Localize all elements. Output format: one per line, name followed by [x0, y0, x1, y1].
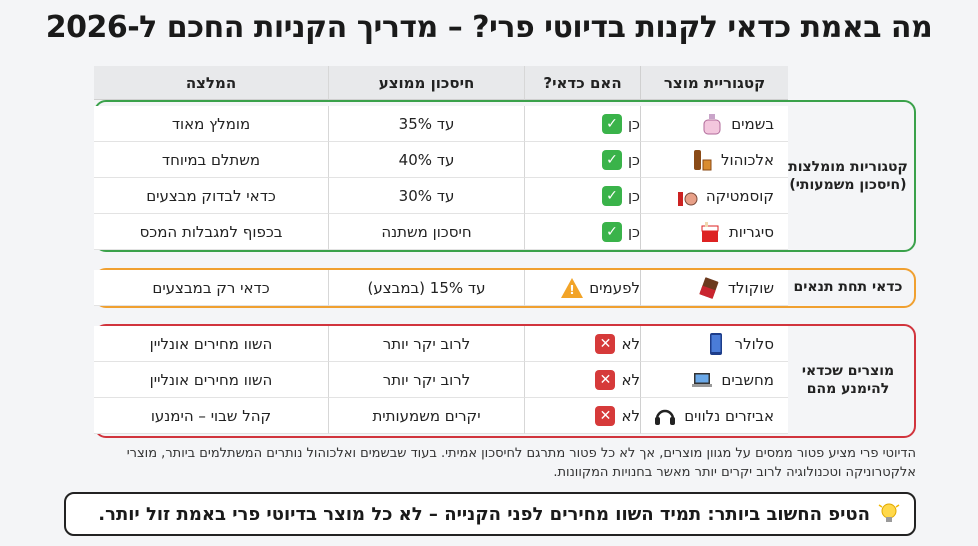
group-label-conditional: כדאי תחת תנאים: [793, 279, 903, 295]
laptop-icon: [691, 368, 713, 392]
savings-cell: חיסכון משתנה: [328, 214, 524, 250]
worth-cell: ✕ לא: [524, 398, 640, 434]
category-cell: סלולר: [640, 326, 788, 362]
tip-text: הטיפ החשוב ביותר: תמיד השוו מחירים לפני …: [98, 503, 870, 525]
savings-cell: לרוב יקר יותר: [328, 326, 524, 362]
savings-cell: עד 40%: [328, 142, 524, 178]
worth-cell: ✓ כן: [524, 178, 640, 214]
category-label: קוסמטיקה: [705, 186, 774, 205]
category-cell: שוקולד: [640, 270, 788, 306]
savings-cell: עד 15% (במבצע): [328, 270, 524, 306]
group-label-avoid: מוצרים שכדאי להימנע מהם: [801, 363, 895, 397]
recommendation-cell: קהל שבוי – הימנעו: [94, 398, 328, 434]
category-label: שוקולד: [727, 278, 774, 297]
x-mark-icon: ✕: [595, 369, 616, 390]
savings-cell: עד 30%: [328, 178, 524, 214]
header-savings: חיסכון ממוצע: [328, 66, 524, 100]
category-label: אביזרים נלווים: [684, 406, 774, 425]
category-label: סיגריות: [728, 222, 774, 241]
savings-cell: עד 35%: [328, 106, 524, 142]
lightbulb-icon: [878, 502, 900, 526]
tip-box: הטיפ החשוב ביותר: תמיד השוו מחירים לפני …: [64, 492, 916, 536]
table-row: קוסמטיקה ✓ כן עד 30% כדאי לבדוק מבצעים: [94, 178, 788, 214]
chocolate-icon: [698, 276, 720, 300]
header-category: קטגוריית מוצר: [640, 66, 788, 100]
worth-cell: ✓ כן: [524, 106, 640, 142]
worth-label: כן: [627, 222, 640, 241]
headphones-icon: [654, 404, 676, 428]
category-cell: אביזרים נלווים: [640, 398, 788, 434]
recommendation-cell: משתלם במיוחד: [94, 142, 328, 178]
worth-label: כן: [627, 150, 640, 169]
category-label: מחשבים: [721, 370, 774, 389]
worth-cell: ✕ לא: [524, 326, 640, 362]
worth-cell: ✓ כן: [524, 142, 640, 178]
checkmark-icon: ✓: [601, 221, 622, 242]
perfume-icon: [701, 112, 723, 136]
recommendation-cell: כדאי רק במבצעים: [94, 270, 328, 306]
table-row: מחשבים ✕ לא לרוב יקר יותר השוו מחירים אונליי…: [94, 362, 788, 398]
checkmark-icon: ✓: [601, 149, 622, 170]
recommendation-cell: השוו מחירים אונליין: [94, 326, 328, 362]
recommendation-cell: בכפוף למגבלות המכס: [94, 214, 328, 250]
worth-cell: ! לפעמים: [524, 270, 640, 306]
worth-label: כן: [627, 186, 640, 205]
x-mark-icon: ✕: [595, 333, 616, 354]
table-row: סלולר ✕ לא לרוב יקר יותר השוו מחירים אונליין: [94, 326, 788, 362]
warning-icon: !: [561, 277, 584, 298]
checkmark-icon: ✓: [601, 113, 622, 134]
page-title: מה באמת כדאי לקנות בדיוטי פרי? – מדריך ה…: [45, 10, 933, 45]
whiskey-icon: [691, 148, 713, 172]
recommendation-cell: כדאי לבדוק מבצעים: [94, 178, 328, 214]
category-cell: בשמים: [640, 106, 788, 142]
category-cell: קוסמטיקה: [640, 178, 788, 214]
checkmark-icon: ✓: [601, 185, 622, 206]
category-label: סלולר: [734, 334, 774, 353]
savings-cell: לרוב יקר יותר: [328, 362, 524, 398]
table-row: אביזרים נלווים ✕ לא יקרים משמעותית קהל שבוי …: [94, 398, 788, 434]
worth-cell: ✓ כן: [524, 214, 640, 250]
recommendation-cell: השוו מחירים אונליין: [94, 362, 328, 398]
table-row: אלכוהול ✓ כן עד 40% משתלם במיוחד: [94, 142, 788, 178]
worth-label: לא: [621, 370, 640, 389]
worth-label: לפעמים: [589, 278, 640, 297]
category-cell: סיגריות: [640, 214, 788, 250]
phone-icon: [705, 332, 727, 356]
comparison-table: קטגוריית מוצר האם כדאי? חיסכון ממוצע המל…: [94, 0, 788, 546]
table-row: בשמים ✓ כן עד 35% מומלץ מאוד: [94, 106, 788, 142]
worth-label: לא: [621, 406, 640, 425]
table-header: קטגוריית מוצר האם כדאי? חיסכון ממוצע המל…: [94, 66, 788, 100]
table-row: שוקולד! לפעמים עד 15% (במבצע) כדאי רק במבצע…: [94, 270, 788, 306]
table-row: סיגריות ✓ כן חיסכון משתנה בכפוף למגבלות המכס: [94, 214, 788, 250]
header-worth: האם כדאי?: [524, 66, 640, 100]
category-cell: אלכוהול: [640, 142, 788, 178]
worth-cell: ✕ לא: [524, 362, 640, 398]
worth-label: כן: [627, 114, 640, 133]
makeup-icon: [676, 184, 698, 208]
category-label: בשמים: [731, 114, 774, 133]
group-label-recommended: קטגוריות מומלצות (חיסכון משמעותי): [788, 159, 908, 193]
header-recommendation: המלצה: [94, 66, 328, 100]
worth-label: לא: [621, 334, 640, 353]
x-mark-icon: ✕: [595, 405, 616, 426]
category-label: אלכוהול: [721, 150, 774, 169]
savings-cell: יקרים משמעותית: [328, 398, 524, 434]
footnote: הדיוטי פרי מציע פטור ממסים על מגוון מוצר…: [126, 446, 916, 480]
recommendation-cell: מומלץ מאוד: [94, 106, 328, 142]
cigarettes-icon: [699, 220, 721, 244]
category-cell: מחשבים: [640, 362, 788, 398]
